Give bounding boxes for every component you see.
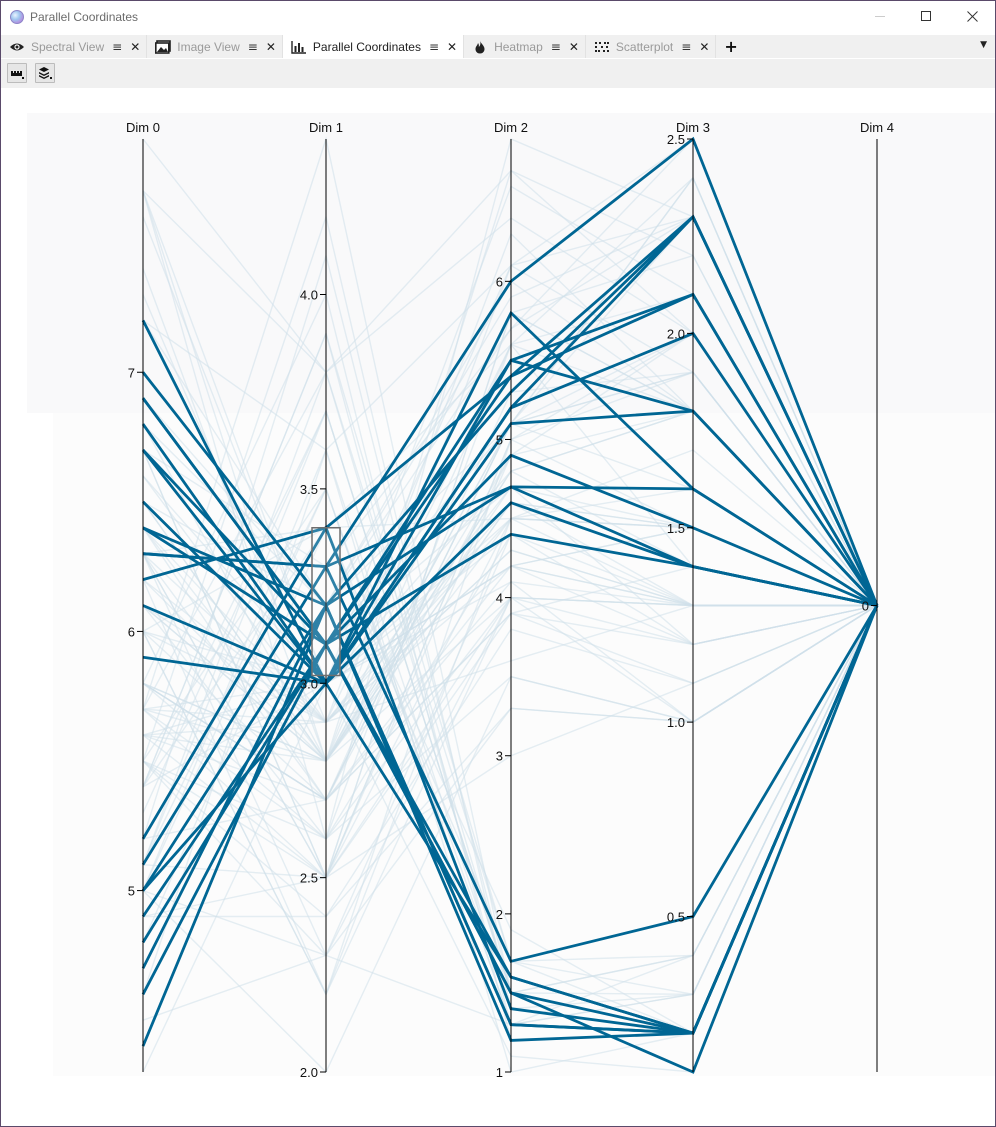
add-tab-button[interactable]: + bbox=[716, 35, 745, 58]
scatter-icon bbox=[594, 41, 609, 52]
tab-menu-icon[interactable]: ≡ bbox=[112, 39, 123, 54]
tab-close-icon[interactable]: ✕ bbox=[265, 39, 276, 54]
tab-bar: Spectral View ≡ ✕ Image View ≡ ✕ Paralle… bbox=[1, 35, 995, 58]
tick-label: 4 bbox=[496, 591, 503, 606]
title-bar: Parallel Coordinates bbox=[1, 1, 995, 32]
axis-dim-4[interactable]: Dim 4 0 bbox=[860, 120, 894, 1072]
axis-dim-2[interactable]: Dim 2 1 2 3 4 5 6 bbox=[494, 120, 528, 1080]
minimize-button[interactable] bbox=[857, 1, 903, 32]
tick-label: 3.5 bbox=[300, 482, 318, 497]
tick-label: 1.5 bbox=[667, 521, 685, 536]
tick-label: 2.0 bbox=[667, 326, 685, 341]
tick-label: 2.5 bbox=[667, 132, 685, 147]
tab-label: Parallel Coordinates bbox=[312, 39, 421, 54]
plus-icon: + bbox=[724, 37, 738, 56]
layers-icon bbox=[39, 67, 52, 79]
eye-icon bbox=[10, 43, 24, 50]
axis-title: Dim 1 bbox=[309, 120, 343, 135]
brush-selection[interactable] bbox=[311, 527, 341, 677]
tick-label: 2 bbox=[496, 907, 503, 922]
toolbar bbox=[1, 59, 995, 88]
axis-title: Dim 4 bbox=[860, 120, 894, 135]
window-controls bbox=[857, 1, 995, 32]
axis-dim-0[interactable]: Dim 0 5 6 7 bbox=[126, 120, 160, 1072]
tab-close-icon[interactable]: ✕ bbox=[130, 39, 141, 54]
tab-label: Scatterplot bbox=[615, 39, 674, 54]
plot-background-lower bbox=[53, 413, 995, 1076]
layers-button[interactable] bbox=[35, 63, 55, 83]
close-window-button[interactable] bbox=[949, 1, 995, 32]
tick-label: 5 bbox=[128, 884, 135, 899]
image-icon bbox=[155, 39, 172, 54]
maximize-icon bbox=[921, 11, 931, 21]
ruler-button[interactable] bbox=[7, 63, 27, 83]
tick-label: 2.0 bbox=[300, 1065, 318, 1080]
tab-label: Image View bbox=[177, 39, 240, 54]
tick-label: 0 bbox=[862, 599, 869, 614]
window-title: Parallel Coordinates bbox=[30, 9, 139, 24]
tick-label: 3 bbox=[496, 749, 503, 764]
axis-title: Dim 2 bbox=[494, 120, 528, 135]
tab-menu-icon[interactable]: ≡ bbox=[681, 39, 692, 54]
maximize-button[interactable] bbox=[903, 1, 949, 32]
tick-label: 1.0 bbox=[667, 715, 685, 730]
tick-label: 4.0 bbox=[300, 288, 318, 303]
tab-image-view[interactable]: Image View ≡ ✕ bbox=[147, 35, 283, 58]
tick-label: 2.5 bbox=[300, 871, 318, 886]
tab-menu-icon[interactable]: ≡ bbox=[550, 39, 561, 54]
tab-close-icon[interactable]: ✕ bbox=[699, 39, 710, 54]
tab-close-icon[interactable]: ✕ bbox=[447, 39, 458, 54]
axis-dim-1[interactable]: Dim 1 2.0 2.5 3.0 3.5 4.0 bbox=[300, 120, 343, 1080]
tab-menu-icon[interactable]: ≡ bbox=[247, 39, 258, 54]
tick-label: 1 bbox=[496, 1065, 503, 1080]
flame-icon bbox=[475, 40, 485, 53]
tab-close-icon[interactable]: ✕ bbox=[568, 39, 579, 54]
tick-label: 3.0 bbox=[300, 676, 318, 691]
tab-scatterplot[interactable]: Scatterplot ≡ ✕ bbox=[586, 35, 717, 58]
minimize-icon bbox=[875, 16, 885, 17]
tab-overflow-chevron-down-icon[interactable]: ▼ bbox=[980, 40, 987, 50]
tab-heatmap[interactable]: Heatmap ≡ ✕ bbox=[464, 35, 586, 58]
axis-title: Dim 3 bbox=[676, 120, 710, 135]
tab-label: Heatmap bbox=[494, 39, 543, 54]
tab-spectral-view[interactable]: Spectral View ≡ ✕ bbox=[1, 35, 148, 58]
ruler-icon bbox=[11, 71, 24, 79]
tab-menu-icon[interactable]: ≡ bbox=[428, 39, 440, 54]
tab-label: Spectral View bbox=[31, 39, 105, 54]
tick-label: 6 bbox=[128, 624, 135, 639]
tick-label: 6 bbox=[496, 274, 503, 289]
tick-label: 7 bbox=[128, 365, 135, 380]
tick-label: 5 bbox=[496, 432, 503, 447]
close-icon bbox=[967, 11, 978, 22]
app-logo-icon bbox=[10, 9, 24, 24]
tab-parallel-coordinates[interactable]: Parallel Coordinates ≡ ✕ bbox=[282, 35, 465, 58]
bar-chart-icon bbox=[291, 40, 306, 54]
axis-title: Dim 0 bbox=[126, 120, 160, 135]
tick-label: 0.5 bbox=[667, 910, 685, 925]
axis-dim-3[interactable]: Dim 3 0.5 1.0 1.5 2.0 2.5 bbox=[667, 120, 710, 1072]
